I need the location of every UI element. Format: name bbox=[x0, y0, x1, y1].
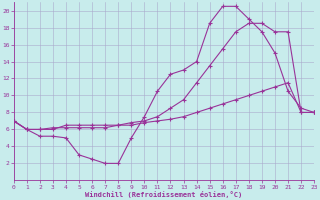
X-axis label: Windchill (Refroidissement éolien,°C): Windchill (Refroidissement éolien,°C) bbox=[85, 191, 243, 198]
